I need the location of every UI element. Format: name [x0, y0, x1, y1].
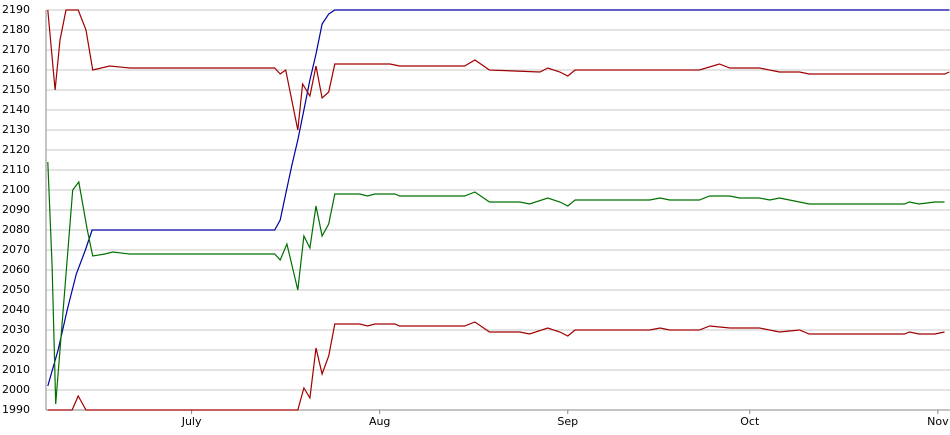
y-tick-label: 2150: [2, 83, 30, 96]
y-tick-label: 2050: [2, 283, 30, 296]
x-tick-label: Nov: [927, 415, 949, 428]
y-tick-label: 2180: [2, 23, 30, 36]
y-tick-label: 2020: [2, 343, 30, 356]
y-tick-label: 2010: [2, 363, 30, 376]
series-line: [47, 161, 945, 405]
y-tick-label: 2110: [2, 163, 30, 176]
y-tick-label: 2030: [2, 323, 30, 336]
y-tick-label: 2090: [2, 203, 30, 216]
x-tick-label: Sep: [557, 415, 578, 428]
y-tick-label: 2170: [2, 43, 30, 56]
x-tick-label: July: [181, 415, 202, 428]
series-line: [47, 321, 945, 411]
y-tick-label: 2040: [2, 303, 30, 316]
y-tick-label: 2060: [2, 263, 30, 276]
y-tick-label: 2160: [2, 63, 30, 76]
y-tick-label: 2190: [2, 3, 30, 16]
y-tick-label: 2070: [2, 243, 30, 256]
y-tick-label: 2130: [2, 123, 30, 136]
y-tick-label: 2120: [2, 143, 30, 156]
x-tick-label: Oct: [740, 415, 760, 428]
y-tick-label: 2100: [2, 183, 30, 196]
x-tick-label: Aug: [369, 415, 390, 428]
y-tick-label: 2000: [2, 383, 30, 396]
y-tick-label: 2080: [2, 223, 30, 236]
y-tick-label: 2140: [2, 103, 30, 116]
y-tick-label: 1990: [2, 403, 30, 416]
series-line: [47, 9, 950, 387]
series-line: [47, 9, 950, 131]
